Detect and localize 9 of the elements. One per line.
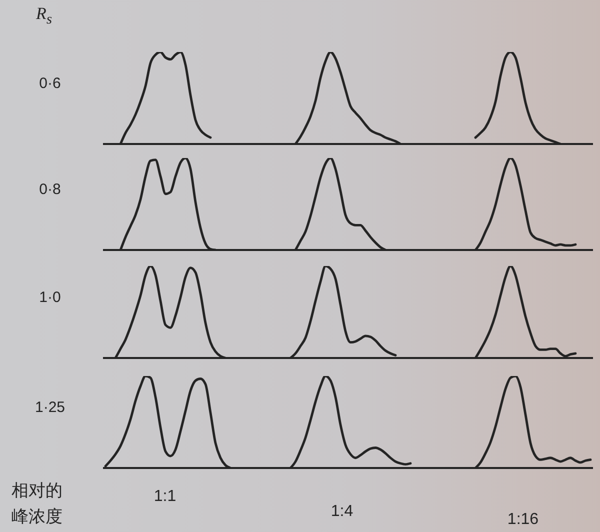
text: 相对的峰浓度 — [10, 480, 64, 528]
y-axis-title: 0·6 — [38, 75, 62, 93]
x-axis-title: 1:1 — [152, 487, 178, 507]
y-axis-title: 0·8 — [38, 181, 62, 199]
y-axis-title: 1·25 — [34, 399, 66, 417]
y-axis-title: 1·0 — [38, 289, 62, 307]
x-axis-title: 1:16 — [506, 510, 540, 530]
x-axis-title: 1:4 — [330, 502, 354, 522]
text: R$_{s}$ — [35, 4, 53, 30]
